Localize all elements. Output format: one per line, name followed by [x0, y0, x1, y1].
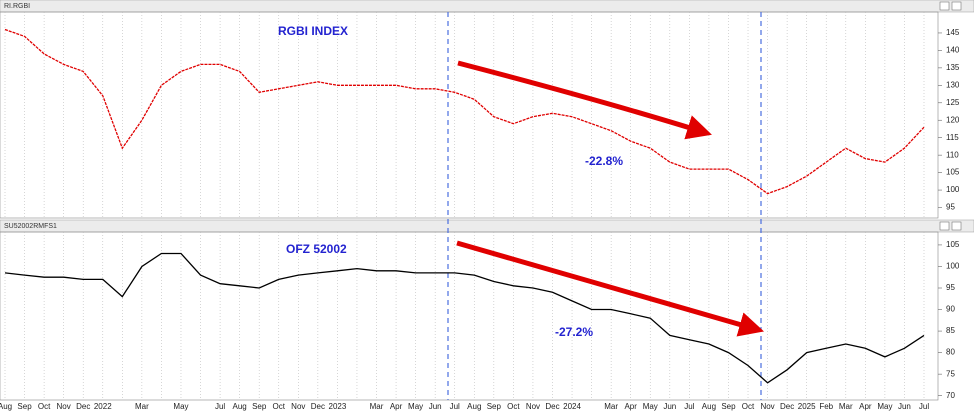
x-tick-label: Oct: [273, 402, 286, 411]
y-tick-label: 90: [946, 305, 955, 314]
annotation: RGBI INDEX: [278, 24, 348, 38]
x-tick-label: Aug: [702, 402, 716, 411]
y-tick-label: 100: [946, 262, 960, 271]
minimize-button[interactable]: [939, 221, 950, 231]
x-tick-label: Mar: [135, 402, 149, 411]
x-tick-label: Apr: [390, 402, 403, 411]
panel-header: [0, 0, 974, 13]
y-tick-label: 95: [946, 283, 955, 292]
annotation: -22.8%: [585, 154, 623, 168]
minimize-button[interactable]: [939, 1, 950, 11]
x-tick-label: May: [877, 402, 892, 411]
trend-arrow: [457, 60, 712, 140]
line: [4, 252, 925, 384]
x-tick-label: May: [643, 402, 658, 411]
grid: [4, 12, 925, 400]
x-tick-label: Jun: [429, 402, 442, 411]
x-tick-label: Jun: [663, 402, 676, 411]
x-tick-label: Aug: [0, 402, 12, 411]
x-tick-label: Feb: [819, 402, 833, 411]
y-tick-label: 95: [946, 203, 955, 212]
x-tick-label: May: [408, 402, 423, 411]
x-tick-label: Sep: [721, 402, 736, 411]
x-tick-label: Oct: [742, 402, 755, 411]
y-tick-label: 130: [946, 80, 960, 89]
y-tick-label: 110: [946, 150, 959, 159]
maximize-button[interactable]: [951, 1, 962, 11]
x-tick-label: Mar: [604, 402, 618, 411]
marks: [4, 28, 925, 384]
y-tick-label: 115: [946, 133, 959, 142]
panel-title: SU52002RMFS1: [4, 223, 57, 230]
panel-header: [0, 219, 974, 233]
x-tick-label: Sep: [17, 402, 32, 411]
x-tick-label: Oct: [507, 402, 520, 411]
annotation: OFZ 52002: [286, 242, 347, 256]
x-tick-label: Dec: [311, 402, 325, 411]
x-tick-label: Apr: [859, 402, 872, 411]
plot-frame: [0, 11, 939, 219]
x-tick-label: Oct: [38, 402, 51, 411]
x-tick-label: Jul: [684, 402, 694, 411]
trend-arrow: [456, 240, 765, 337]
x-tick-label: Apr: [624, 402, 637, 411]
x-tick-label: Nov: [291, 402, 305, 411]
y-tick-label: 140: [946, 46, 960, 55]
y-tick-label: 120: [946, 115, 960, 124]
x-tick-label: Aug: [233, 402, 247, 411]
x-tick-label: Jul: [450, 402, 460, 411]
y-tick-label: 105: [946, 240, 960, 249]
panel-title: RI.RGBI: [4, 3, 30, 10]
y-tick-label: 70: [946, 391, 955, 400]
x-tick-label: Nov: [57, 402, 71, 411]
x-tick-label: Dec: [780, 402, 794, 411]
annotation: -27.2%: [555, 325, 593, 339]
y-tick-label: 100: [946, 185, 960, 194]
plot-frame: [0, 231, 939, 401]
x-tick-label: Jun: [898, 402, 911, 411]
x-tick-label: Mar: [839, 402, 853, 411]
line: [4, 28, 925, 195]
x-tick-label: Nov: [526, 402, 540, 411]
x-tick-label: Jul: [919, 402, 929, 411]
x-tick-label: Aug: [467, 402, 481, 411]
x-tick-label: May: [173, 402, 188, 411]
maximize-button[interactable]: [951, 221, 962, 231]
y-tick-label: 85: [946, 326, 955, 335]
y-tick-label: 145: [946, 28, 960, 37]
x-tick-label: Sep: [252, 402, 267, 411]
x-tick-label: Jul: [215, 402, 225, 411]
x-tick-label: 2024: [563, 402, 581, 411]
x-tick-label: 2023: [329, 402, 347, 411]
x-tick-label: Sep: [487, 402, 502, 411]
x-tick-label: Nov: [760, 402, 774, 411]
x-tick-label: Mar: [370, 402, 384, 411]
x-tick-label: Dec: [76, 402, 90, 411]
x-tick-label: 2022: [94, 402, 112, 411]
y-tick-label: 105: [946, 168, 960, 177]
y-tick-label: 80: [946, 348, 955, 357]
x-tick-label: Dec: [545, 402, 559, 411]
x-tick-label: 2025: [798, 402, 816, 411]
y-tick-label: 125: [946, 98, 960, 107]
y-tick-label: 75: [946, 369, 955, 378]
y-tick-label: 135: [946, 63, 960, 72]
